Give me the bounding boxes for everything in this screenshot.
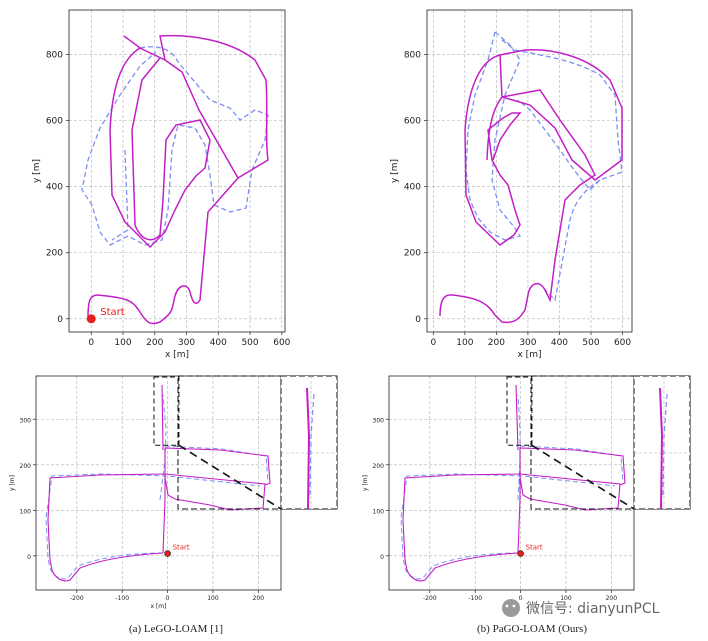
panel-top-right: 0 100 200 300 400 500 600 0 200 400 600 800 x [m] y [… [390,9,633,360]
zoom-estimate [306,387,311,510]
watermark-text: 微信号: dianyunPCL [526,601,660,617]
x-axis-label: x [m] [518,350,542,360]
x-tick-label: 100 [207,595,219,602]
panel-top-left: 0 100 200 300 400 500 600 0 200 400 600 800 x [m] y [… [32,9,291,360]
x-tick-label: 100 [560,595,572,602]
y-tick-label: 200 [20,463,32,470]
start-label: Start [526,544,543,552]
axes-frame [35,375,282,591]
y-tick-label: 200 [373,463,385,470]
y-tick-label: 600 [46,117,63,127]
x-tick-label: -200 [70,595,84,602]
y-tick-label: 100 [373,508,385,515]
x-tick-label: -200 [423,595,437,602]
axes-frame [388,375,635,591]
start-marker [517,550,524,557]
x-axis-label: x [m] [165,350,189,360]
x-tick-label: 200 [253,595,265,602]
estimate-series [47,384,271,582]
x-tick-label: 200 [146,338,163,348]
x-tick-label: -100 [115,595,129,602]
y-tick-label: 200 [46,249,63,259]
ground-truth-series [465,31,623,302]
zoom-ground-truth [309,393,315,497]
x-tick-label: 300 [178,338,195,348]
ground-truth-series [400,394,624,580]
y-tick-label: 800 [46,51,63,61]
x-tick-label: 300 [519,338,536,348]
y-tick-label: 200 [404,249,421,259]
x-tick-label: 0 [519,595,523,602]
y-tick-label: 300 [20,417,32,424]
x-tick-label: 0 [166,595,170,602]
zoom-source-box [153,376,180,446]
caption-left: (a) LeGO-LOAM [1] [129,623,223,635]
y-tick-label: 0 [380,554,384,561]
x-axis-label: x [m] [151,603,167,610]
trajectories [400,384,626,582]
y-tick-label: 100 [20,508,32,515]
x-tick-label: 400 [551,338,568,348]
start-label: Start [100,307,125,318]
caption-right: (b) PaGO-LOAM (Ours) [477,623,587,635]
y-tick-label: 600 [404,117,421,127]
ground-truth-series [45,394,269,580]
x-tick-label: 0 [430,338,436,348]
zoom-estimate [659,387,664,510]
zoom-connector [178,444,282,510]
axes-frame [426,9,633,333]
y-axis-label: y [m] [390,159,400,183]
start-label: Start [173,544,190,552]
y-tick-label: 0 [415,315,421,325]
axes-frame [68,9,286,333]
x-tick-label: 400 [210,338,227,348]
trajectories [439,31,623,324]
x-tick-label: 600 [273,338,290,348]
x-tick-label: 600 [614,338,631,348]
x-tick-label: 200 [606,595,618,602]
estimate-series [87,34,269,325]
y-tick-label: 0 [27,554,31,561]
trajectories [81,34,269,325]
zoom-connector [531,444,635,510]
x-tick-label: 500 [582,338,599,348]
x-tick-label: 200 [488,338,505,348]
y-axis-label: y [m] [9,475,16,491]
start-marker [86,314,96,324]
x-tick-label: 0 [88,338,94,348]
y-tick-label: 300 [373,417,385,424]
x-tick-label: -100 [468,595,482,602]
y-axis-label: y [m] [362,475,369,491]
wechat-icon [502,599,520,617]
x-tick-label: 500 [241,338,258,348]
watermark: 微信号: dianyunPCL [502,599,660,617]
zoom-ground-truth [662,393,668,497]
estimate-series [439,49,623,324]
y-tick-label: 400 [46,183,63,193]
y-tick-label: 800 [404,51,421,61]
y-axis-label: y [m] [32,159,42,183]
trajectories [45,384,271,582]
x-tick-label: 100 [114,338,131,348]
ground-truth-series [81,46,269,246]
estimate-series [402,384,626,582]
panel-bottom-left: -200 -100 0 100 200 0 100 200 300 x [m] y [m] Start [9,375,338,610]
x-tick-label: 100 [456,338,473,348]
y-tick-label: 0 [57,315,63,325]
y-tick-label: 400 [404,183,421,193]
zoom-source-box [506,376,533,446]
start-marker [164,550,171,557]
